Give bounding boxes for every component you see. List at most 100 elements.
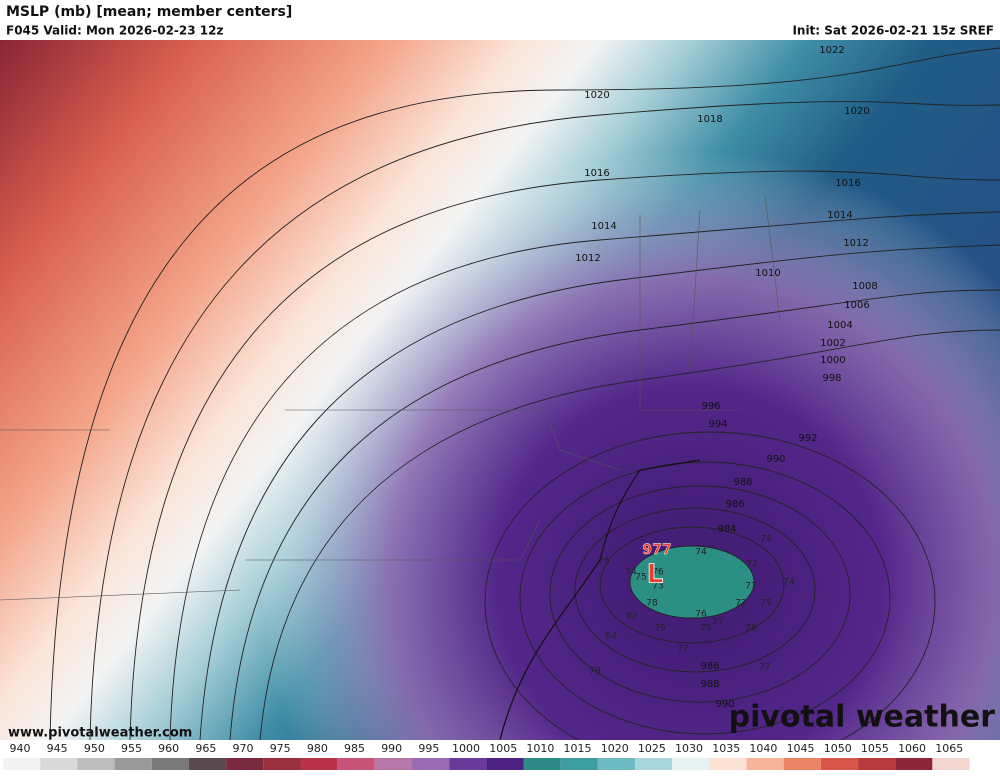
member-center: 76	[695, 610, 707, 620]
borders	[0, 194, 781, 741]
colorbar-swatch	[672, 758, 710, 770]
colorbar-swatch	[783, 758, 821, 770]
colorbar-tick-label: 985	[344, 742, 365, 755]
colorbar-tick-label: 980	[307, 742, 328, 755]
low-marker: L	[647, 560, 664, 590]
member-center: 74	[760, 535, 772, 545]
member-center: 77	[759, 663, 770, 673]
member-center: 77	[677, 645, 688, 655]
valid-time: F045 Valid: Mon 2026-02-23 12z	[6, 24, 223, 38]
contour-label: 986	[700, 661, 719, 672]
member-center: 78	[646, 599, 658, 609]
colorbar-swatch	[226, 758, 264, 770]
contour-label: 1016	[835, 178, 860, 189]
colorbar-swatch	[374, 758, 412, 770]
colorbar-tick-label: 960	[158, 742, 179, 755]
colorbar-tick-label: 940	[10, 742, 31, 755]
contour-label: 1000	[820, 355, 845, 366]
member-center: 74	[695, 548, 707, 558]
contour-label: 1010	[755, 268, 780, 279]
contour-label: 990	[766, 454, 785, 465]
contour-label: 986	[725, 499, 744, 510]
contour-label: 984	[717, 524, 736, 535]
contour-label: 992	[798, 433, 817, 444]
colorbar-swatch	[412, 758, 450, 770]
colorbar-tick-label: 1000	[452, 742, 480, 755]
colorbar-swatch	[820, 758, 859, 770]
colorbar-tick-label: 970	[233, 742, 254, 755]
colorbar-swatch	[337, 758, 375, 770]
colorbar-swatch	[77, 758, 115, 770]
colorbar-swatch	[40, 758, 78, 770]
member-center: 79	[654, 624, 666, 634]
colorbar-tick-label: 1020	[601, 742, 629, 755]
contour-label: 996	[701, 401, 720, 412]
contour-label: 1004	[827, 320, 852, 331]
colorbar-tick-label: 1015	[564, 742, 592, 755]
website: www.pivotalweather.com	[8, 726, 192, 741]
member-center: 76	[652, 568, 664, 578]
contour-label: 1002	[820, 338, 845, 349]
contour-label: 1014	[827, 210, 852, 221]
colorbar-tick-label: 955	[121, 742, 142, 755]
member-center: 84	[605, 632, 617, 642]
member-center: 74	[783, 578, 795, 588]
colorbar-swatch	[114, 758, 152, 770]
contour-label: 1012	[575, 253, 600, 264]
contour-label: 1022	[819, 45, 844, 56]
contour-label: 1014	[591, 221, 616, 232]
member-center: 78	[745, 624, 757, 634]
contour-label: 1006	[844, 300, 869, 311]
colorbar-swatch	[932, 758, 970, 770]
colorbar-swatch	[151, 758, 189, 770]
low-pressure: 977	[642, 542, 671, 558]
member-center: 82	[626, 612, 637, 622]
init-time: Init: Sat 2026-02-21 15z SREF	[792, 24, 994, 38]
colorbar-tick-label: 1010	[526, 742, 554, 755]
member-center: 75	[700, 624, 711, 634]
contour-label: 988	[700, 679, 719, 690]
colorbar-swatch	[263, 758, 301, 770]
colorbar-swatch	[895, 758, 933, 770]
colorbar-tick-label: 945	[47, 742, 68, 755]
colorbar-swatch	[858, 758, 896, 770]
colorbar-tick-label: 965	[195, 742, 216, 755]
colorbar-tick-label: 1025	[638, 742, 666, 755]
colorbar-swatch	[188, 758, 227, 770]
colorbar-swatch	[3, 758, 41, 770]
member-center: 76	[598, 557, 610, 567]
contour-label: 994	[708, 419, 727, 430]
contour-label: 1008	[852, 281, 877, 292]
colorbar-tick-label: 1035	[712, 742, 740, 755]
contour-label: 1018	[697, 114, 722, 125]
colorbar-swatch	[597, 758, 636, 770]
colorbar-swatch	[486, 758, 524, 770]
watermark: pivotal weather	[729, 700, 996, 735]
member-center: 75	[760, 599, 771, 609]
colorbar-tick-label: 950	[84, 742, 105, 755]
colorbar-tick-label: 1005	[489, 742, 517, 755]
colorbar-tick-label: 1050	[824, 742, 852, 755]
member-center: 74	[625, 568, 637, 578]
colorbar-tick-label: 990	[381, 742, 402, 755]
contour-label: 1012	[843, 238, 868, 249]
member-center: 75	[635, 573, 646, 583]
member-center: 77	[712, 618, 723, 628]
contour-label: 990	[715, 699, 734, 710]
colorbar-tick-label: 1030	[675, 742, 703, 755]
contour-label: 998	[822, 373, 841, 384]
colorbar-swatch	[449, 758, 487, 770]
member-center: 79	[589, 667, 601, 677]
contour-label: 1020	[584, 90, 609, 101]
low-pressure-field	[0, 40, 1000, 740]
colorbar-swatch	[709, 758, 747, 770]
member-center: 77	[745, 582, 756, 592]
colorbar-tick-label: 1055	[861, 742, 889, 755]
member-center: 72	[746, 560, 757, 570]
low-core	[630, 546, 754, 618]
colorbar-swatch	[560, 758, 598, 770]
colorbar-tick-label: 995	[418, 742, 439, 755]
contour-label: 988	[733, 477, 752, 488]
colorbar-swatch	[635, 758, 673, 770]
